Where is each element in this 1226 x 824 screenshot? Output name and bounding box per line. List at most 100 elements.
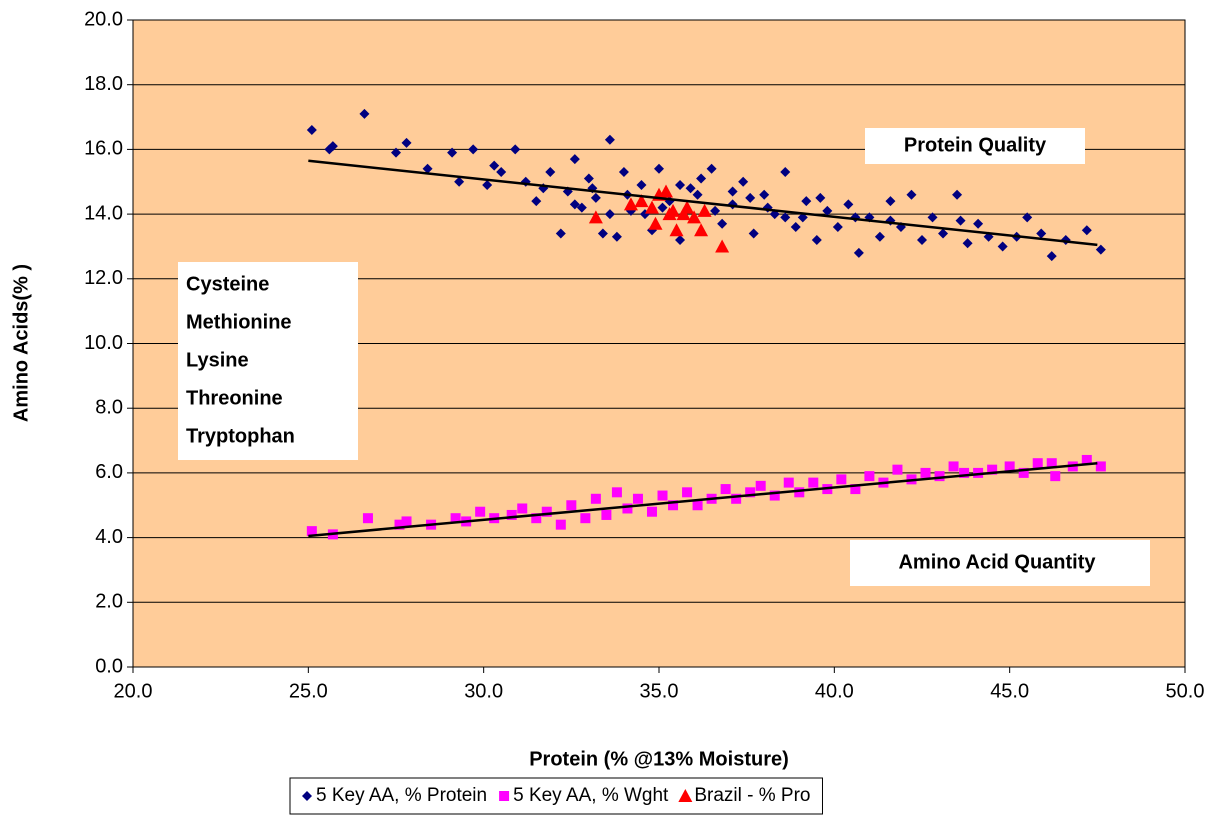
y-tick-label: 16.0 xyxy=(84,138,123,160)
point xyxy=(422,163,433,174)
point xyxy=(680,200,695,214)
point xyxy=(720,484,731,495)
point xyxy=(450,513,461,524)
legend xyxy=(289,777,823,815)
y-tick-label: 14.0 xyxy=(84,202,123,224)
point xyxy=(832,222,843,233)
legend-label: 5 Key AA, % Wght xyxy=(513,785,669,806)
point xyxy=(955,215,966,226)
x-tick-label: 20.0 xyxy=(114,680,153,702)
point xyxy=(675,179,686,190)
point xyxy=(327,141,338,152)
point xyxy=(885,196,896,207)
point xyxy=(1036,228,1047,239)
legend-marker xyxy=(499,791,510,801)
point xyxy=(697,203,712,217)
point xyxy=(706,163,717,174)
point xyxy=(632,493,643,504)
point xyxy=(394,519,405,530)
y-tick-label: 20.0 xyxy=(84,8,123,30)
point xyxy=(583,173,594,184)
point xyxy=(987,464,998,475)
point xyxy=(692,500,703,511)
point xyxy=(1050,471,1061,482)
point xyxy=(1095,461,1106,472)
point xyxy=(938,228,949,239)
legend-label: Brazil - % Pro xyxy=(694,785,810,806)
point xyxy=(1046,458,1057,469)
annotation: Lysine xyxy=(186,349,249,371)
point xyxy=(952,189,963,200)
point xyxy=(1081,225,1092,236)
point xyxy=(801,196,812,207)
point xyxy=(604,134,615,145)
point xyxy=(685,183,696,194)
x-tick-label: 50.0 xyxy=(1166,680,1205,702)
point xyxy=(811,234,822,245)
legend-label: 5 Key AA, % Protein xyxy=(316,785,487,806)
point xyxy=(687,210,702,224)
point xyxy=(604,209,615,220)
point xyxy=(623,197,638,211)
legend-marker xyxy=(678,789,693,802)
point xyxy=(694,223,709,237)
point xyxy=(780,167,791,178)
annotation: Protein Quality xyxy=(904,134,1047,156)
point xyxy=(510,144,521,155)
y-tick-label: 4.0 xyxy=(95,526,123,548)
point xyxy=(853,247,864,258)
point xyxy=(391,147,401,158)
point xyxy=(1081,454,1092,465)
point xyxy=(717,218,728,229)
x-tick-label: 30.0 xyxy=(464,680,503,702)
point xyxy=(668,500,679,511)
point xyxy=(997,241,1008,252)
point xyxy=(601,509,612,520)
point xyxy=(822,205,833,216)
point xyxy=(962,238,973,249)
point xyxy=(482,179,493,190)
point xyxy=(306,124,317,135)
point xyxy=(973,467,984,478)
point xyxy=(306,526,317,537)
y-tick-label: 6.0 xyxy=(95,461,123,483)
point xyxy=(657,490,668,501)
point xyxy=(580,513,591,524)
point xyxy=(920,467,931,478)
annotation-box xyxy=(178,262,358,460)
point xyxy=(755,480,766,491)
annotation: Cysteine xyxy=(186,273,269,295)
point xyxy=(555,228,566,239)
point xyxy=(654,163,664,174)
point xyxy=(1004,461,1015,472)
x-tick-label: 40.0 xyxy=(815,680,854,702)
point xyxy=(362,513,373,524)
point xyxy=(1095,244,1106,255)
point xyxy=(815,192,826,203)
point xyxy=(808,477,819,488)
point xyxy=(475,506,486,517)
point xyxy=(769,490,780,501)
point xyxy=(611,231,622,242)
point xyxy=(1022,212,1033,223)
point xyxy=(359,108,370,119)
point xyxy=(864,471,875,482)
point xyxy=(569,199,580,210)
point xyxy=(783,477,794,488)
point xyxy=(892,464,903,475)
point xyxy=(541,506,552,517)
point xyxy=(934,471,945,482)
point xyxy=(517,503,528,514)
point xyxy=(569,154,580,165)
point xyxy=(531,513,542,524)
point xyxy=(727,186,738,197)
point xyxy=(745,192,756,203)
x-tick-label: 35.0 xyxy=(640,680,679,702)
legend-marker xyxy=(302,791,312,801)
point xyxy=(454,176,465,187)
point xyxy=(738,176,749,187)
point xyxy=(836,474,847,485)
y-axis-title: Amino Acids(% ) xyxy=(10,264,32,422)
annotation: Tryptophan xyxy=(186,425,295,447)
